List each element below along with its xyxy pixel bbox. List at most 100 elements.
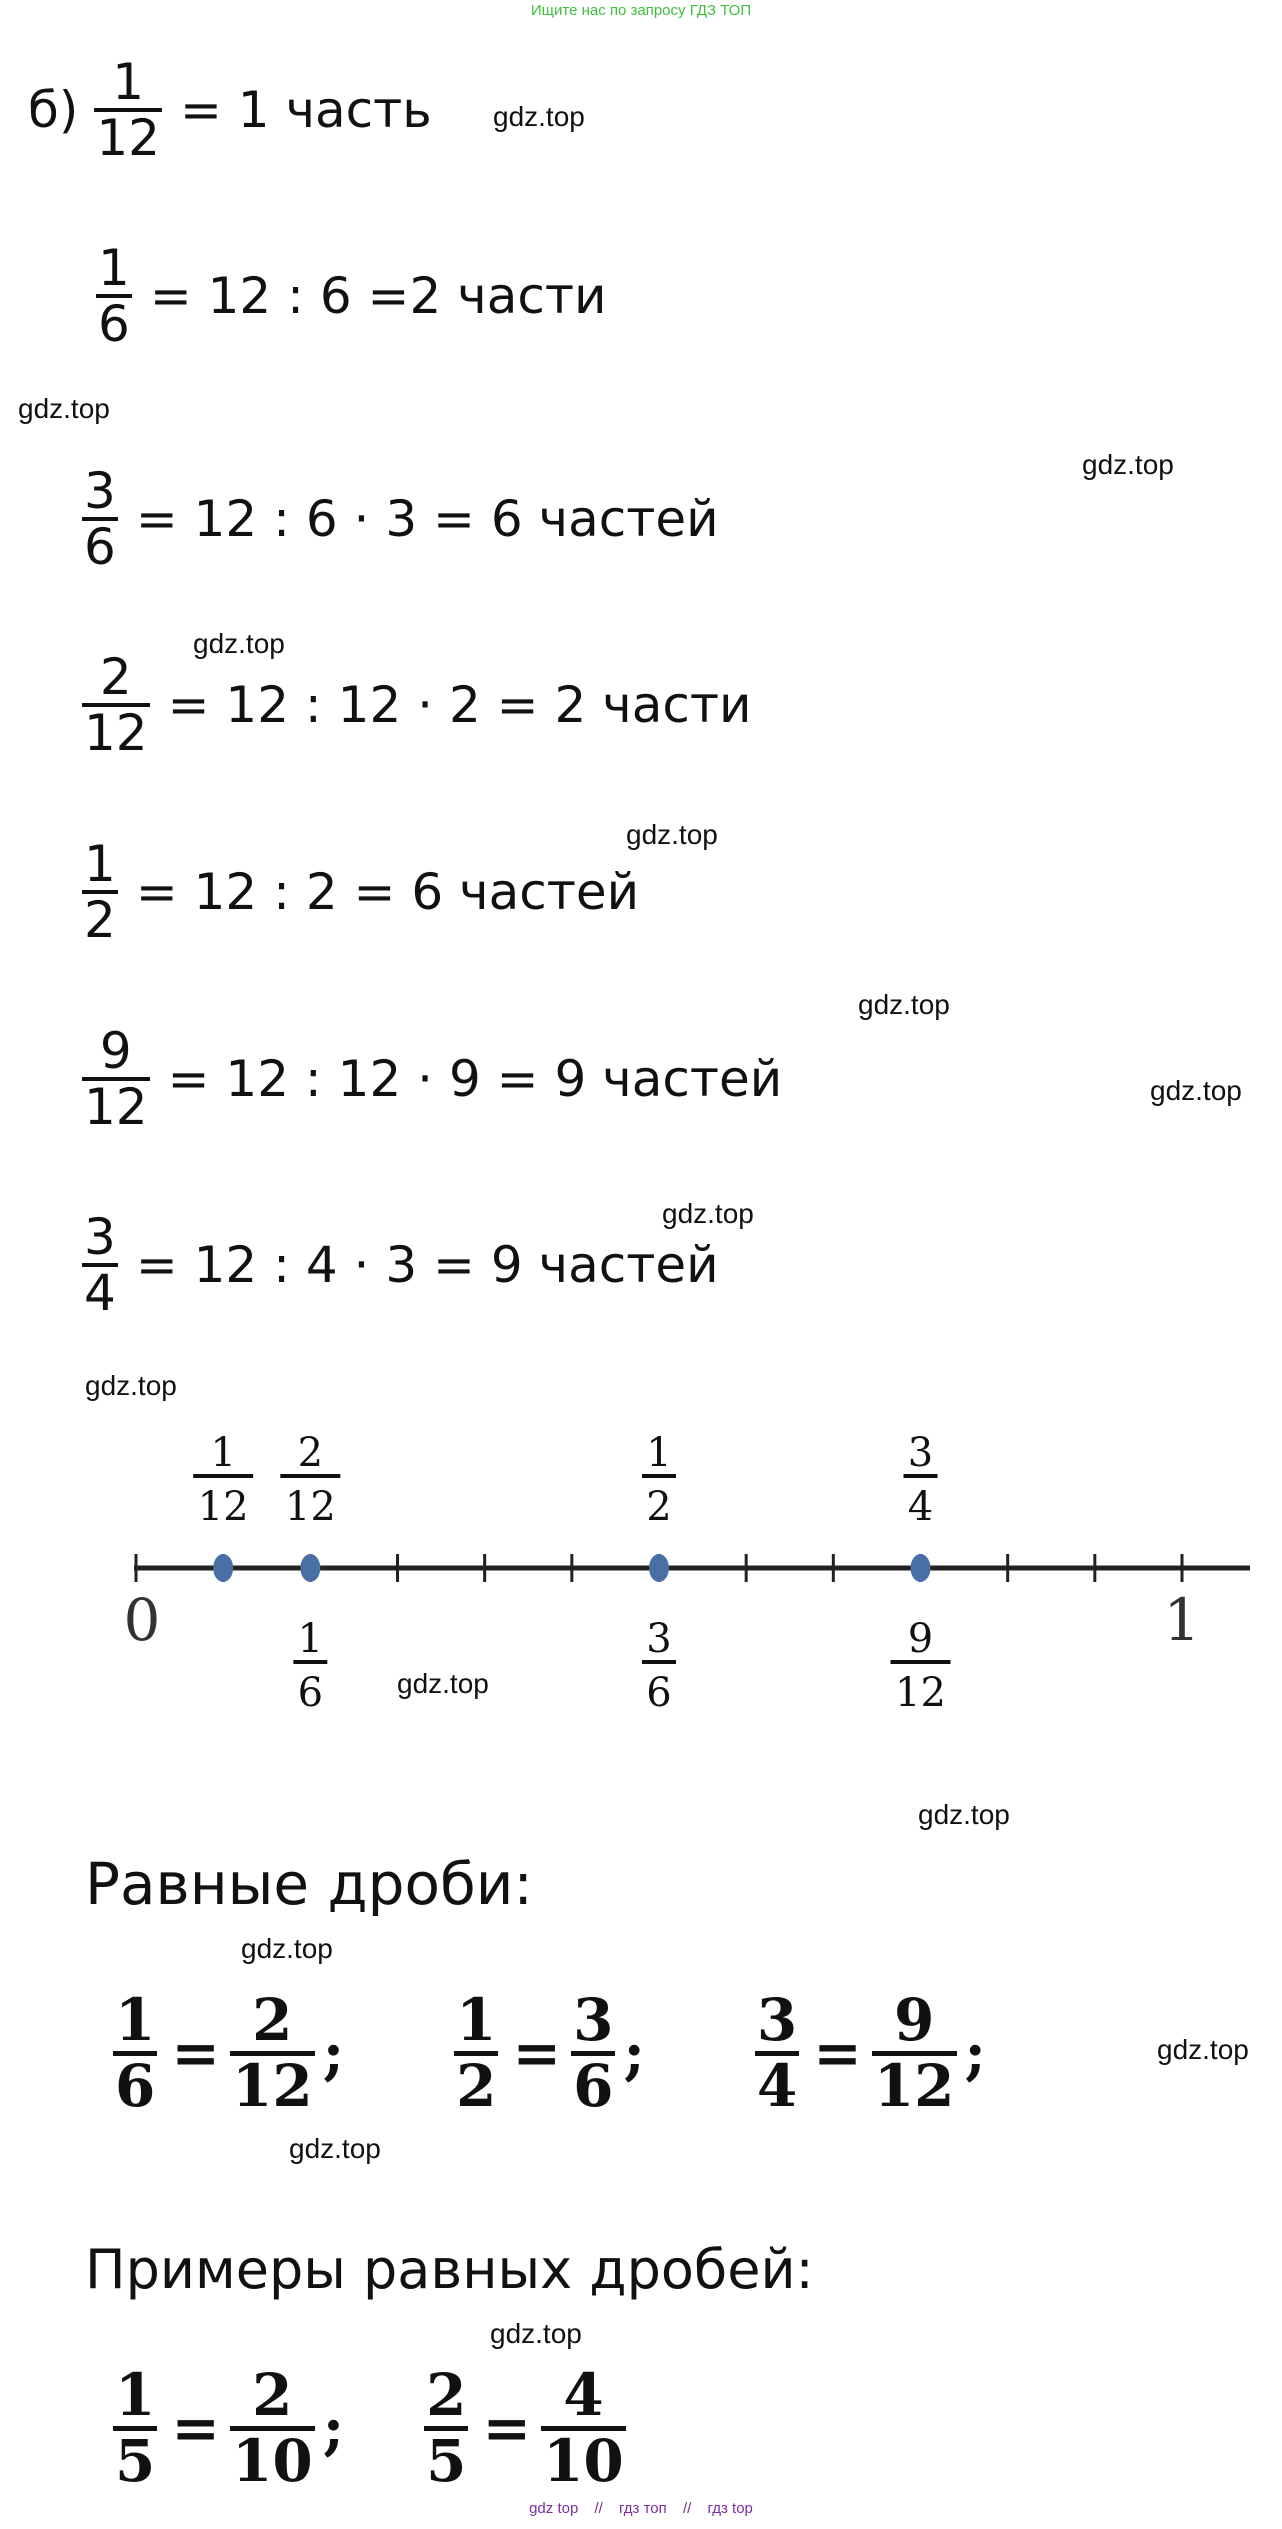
denominator: 10: [231, 2426, 313, 2495]
denominator: 12: [84, 1078, 148, 1136]
equation-text: = 12 : 4 · 3 = 9 частей: [135, 1236, 719, 1294]
footer-link[interactable]: gdz top: [529, 2500, 579, 2517]
fraction-bar: [571, 2050, 616, 2056]
fraction: 2 12: [229, 1986, 315, 2120]
number-line-point: [213, 1554, 234, 1582]
fraction: 3 6: [82, 461, 118, 576]
fraction-bar: [94, 108, 162, 112]
watermark: gdz.top: [1150, 1075, 1242, 1106]
denominator: 2: [84, 891, 116, 949]
numerator: 9: [99, 1021, 132, 1080]
number-line-point: [649, 1554, 669, 1582]
watermark: gdz.top: [1082, 449, 1174, 480]
below-label-numerator: 1: [298, 1616, 323, 1662]
denominator: 2: [456, 2051, 497, 2120]
equation-text: = 1 часть: [179, 81, 432, 139]
watermark: gdz.top: [858, 989, 950, 1020]
numerator: 9: [894, 1986, 935, 2054]
part-b-line-3: 3 6 = 12 : 6 · 3 = 6 частей: [82, 449, 719, 589]
fraction-bar: [113, 2050, 158, 2056]
numerator: 1: [84, 834, 116, 893]
numerator: 1: [115, 2361, 156, 2429]
separator: ;: [322, 2394, 345, 2463]
fraction-bar: [229, 2050, 315, 2056]
watermark: gdz.top: [18, 393, 110, 424]
part-b-line-1: б) 1 12 = 1 часть: [28, 40, 432, 180]
numerator: 1: [456, 1986, 497, 2054]
equals-sign: =: [171, 2394, 220, 2463]
fraction-bar: [229, 2425, 315, 2431]
below-label-numerator: 9: [908, 1616, 933, 1662]
above-label-denominator: 4: [908, 1484, 933, 1530]
numerator: 1: [115, 1986, 156, 2054]
numerator: 3: [84, 461, 116, 520]
watermark: gdz.top: [85, 1370, 177, 1401]
denominator: 12: [96, 109, 160, 167]
fraction: 1 12: [94, 52, 162, 167]
part-b-line-2: 1 6 = 12 : 6 =2 части: [96, 226, 606, 366]
watermark: gdz.top: [918, 1799, 1010, 1830]
fraction-bar: [754, 2050, 800, 2056]
fraction: 1 5: [113, 2361, 158, 2495]
above-label-numerator: 1: [210, 1430, 235, 1476]
denominator: 12: [873, 2051, 955, 2120]
fraction: 9 12: [82, 1021, 150, 1136]
above-label-numerator: 3: [908, 1430, 933, 1476]
below-label-denominator: 6: [646, 1670, 671, 1716]
fraction-bar: [82, 1077, 150, 1081]
above-label-numerator: 2: [298, 1430, 323, 1476]
watermark: gdz.top: [662, 1198, 754, 1229]
below-label-denominator: 12: [895, 1670, 946, 1716]
fraction-bar: [871, 2050, 957, 2056]
fraction: 1 6: [96, 241, 132, 351]
fraction-bar: [96, 294, 132, 298]
equation-text: = 12 : 12 · 2 = 2 части: [167, 676, 752, 734]
part-b-line-6: 9 12 = 12 : 12 · 9 = 9 частей: [82, 1009, 782, 1149]
number-line-point: [300, 1554, 321, 1582]
footer-link[interactable]: гдз топ: [619, 2500, 667, 2517]
watermark: gdz.top: [289, 2133, 381, 2164]
denominator: 12: [231, 2051, 313, 2120]
equal-fractions-title: Равные дроби:: [85, 1850, 533, 1918]
fraction-bar: [82, 517, 118, 521]
equal-fractions-row: 1 6 = 2 12 ; 1 2 = 3 6 ; 3 4 = 9 12 ;: [113, 1990, 986, 2117]
footer-links: gdz top // гдз топ // гдз top: [0, 2500, 1282, 2517]
numerator: 1: [112, 52, 145, 111]
denominator: 10: [543, 2426, 624, 2495]
numerator: 2: [252, 1986, 293, 2054]
denominator: 5: [115, 2426, 156, 2495]
footer-separator: //: [594, 2500, 603, 2517]
examples-title: Примеры равных дробей:: [85, 2238, 814, 2301]
equation-text: = 12 : 12 · 9 = 9 частей: [167, 1050, 783, 1108]
equation-text: = 12 : 2 = 6 частей: [135, 863, 640, 921]
fraction: 2 10: [229, 2365, 315, 2495]
fraction-bar: [82, 1263, 118, 1267]
denominator: 6: [115, 2051, 156, 2120]
watermark: gdz.top: [490, 2318, 582, 2349]
below-label-numerator: 3: [646, 1616, 671, 1662]
fraction: 1 2: [82, 834, 118, 949]
header-banner: Ищите нас по запросу ГДЗ ТОП: [530, 2, 752, 19]
numerator: 2: [99, 647, 132, 706]
numerator: 2: [426, 2361, 467, 2429]
fraction: 2 12: [82, 647, 150, 760]
numerator: 3: [84, 1207, 116, 1266]
watermark: gdz.top: [241, 1933, 333, 1964]
watermark: gdz.top: [493, 101, 585, 132]
watermark: gdz.top: [397, 1668, 489, 1699]
above-label-denominator: 12: [285, 1484, 336, 1530]
footer-link[interactable]: гдз top: [707, 2500, 753, 2517]
equals-sign: =: [482, 2394, 532, 2463]
fraction: 1 2: [454, 1986, 499, 2120]
numerator: 4: [563, 2361, 604, 2429]
above-label-numerator: 1: [646, 1430, 671, 1476]
equation-text: = 12 : 6 =2 части: [149, 267, 607, 325]
fraction-bar: [424, 2425, 469, 2431]
separator: ;: [322, 2019, 345, 2088]
part-b-line-5: 1 2 = 12 : 2 = 6 частей: [82, 822, 639, 962]
numerator: 3: [573, 1986, 614, 2054]
denominator: 6: [84, 518, 116, 576]
denominator: 4: [756, 2051, 798, 2120]
watermark: gdz.top: [626, 819, 718, 850]
